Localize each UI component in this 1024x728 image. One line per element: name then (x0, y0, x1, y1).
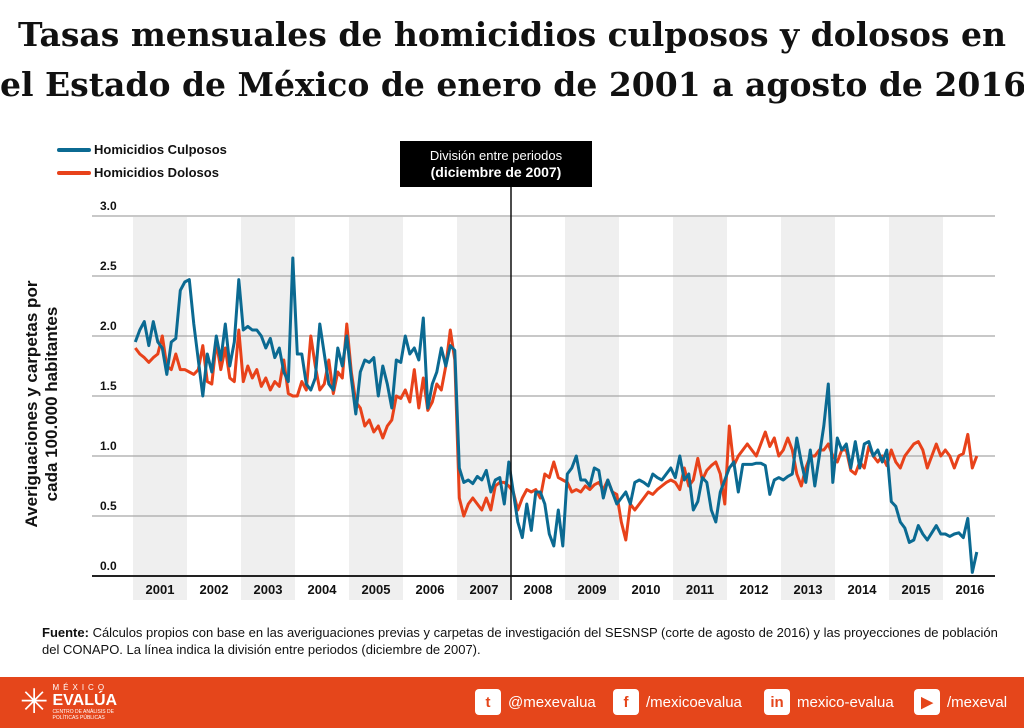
x-tick-label: 2008 (524, 582, 553, 597)
facebook-icon: f (613, 689, 639, 715)
legend-item-dolosos: Homicidios Dolosos (57, 161, 227, 184)
star-logo-icon: ✳ (20, 682, 49, 722)
legend-label: Homicidios Dolosos (94, 165, 219, 180)
x-tick-label: 2003 (254, 582, 283, 597)
x-tick-label: 2004 (308, 582, 338, 597)
y-tick-label: 2.0 (100, 319, 117, 333)
x-tick-label: 2002 (200, 582, 229, 597)
logo-line-3: CENTRO DE ANÁLISIS DE POLÍTICAS PÚBLICAS (52, 709, 114, 721)
x-tick-label: 2001 (146, 582, 175, 597)
social-label[interactable]: mexico-evalua (797, 693, 894, 711)
y-tick-label: 0.5 (100, 499, 117, 513)
x-tick-label: 2007 (470, 582, 499, 597)
x-tick-label: 2016 (956, 582, 985, 597)
year-band (565, 217, 619, 600)
source-text: Cálculos propios con base en las averigu… (42, 625, 998, 657)
legend-swatch-culposos (57, 147, 91, 152)
division-annotation: División entre periodos (diciembre de 20… (400, 141, 592, 187)
year-band (889, 217, 943, 600)
social-label[interactable]: /mexicoevalua (646, 693, 742, 711)
logo-line-1: MÉXICO (52, 683, 109, 692)
y-tick-label: 3.0 (100, 199, 117, 213)
social-label[interactable]: @mexevalua (508, 693, 596, 711)
x-tick-label: 2006 (416, 582, 445, 597)
x-tick-label: 2014 (848, 582, 878, 597)
year-band (457, 217, 511, 600)
series-line-culposos (133, 256, 979, 574)
social-facebook[interactable]: f /mexicoevalua (613, 689, 742, 715)
x-tick-label: 2015 (902, 582, 931, 597)
title-line-1: Tasas mensuales de homicidios culposos y… (18, 15, 1006, 54)
x-tick-label: 2005 (362, 582, 391, 597)
logo-line-2: EVALÚA (52, 692, 118, 709)
division-line-2: (diciembre de 2007) (430, 164, 562, 180)
y-tick-label: 0.0 (100, 559, 117, 573)
x-tick-label: 2012 (740, 582, 769, 597)
year-band (673, 217, 727, 600)
legend-label: Homicidios Culposos (94, 142, 227, 157)
social-youtube[interactable]: ▶ /mexeval (914, 689, 1007, 715)
x-tick-label: 2011 (686, 582, 714, 597)
mexico-evalua-logo: ✳ MÉXICO EVALÚA CENTRO DE ANÁLISIS DE PO… (20, 683, 123, 721)
y-tick-label: 2.5 (100, 259, 117, 273)
x-tick-label: 2013 (794, 582, 823, 597)
social-linkedin[interactable]: in mexico-evalua (764, 689, 894, 715)
y-tick-label: 1.0 (100, 439, 117, 453)
linkedin-icon: in (764, 689, 790, 715)
x-tick-label: 2009 (578, 582, 607, 597)
year-band (241, 217, 295, 600)
social-twitter[interactable]: t @mexevalua (475, 689, 596, 715)
footer-bar: ✳ MÉXICO EVALÚA CENTRO DE ANÁLISIS DE PO… (0, 677, 1024, 728)
twitter-icon: t (475, 689, 501, 715)
y-axis-label: Averiguaciones y carpetas por cada 100.0… (22, 280, 61, 528)
x-tick-label: 2010 (632, 582, 661, 597)
chart-title: Tasas mensuales de homicidios culposos y… (0, 10, 1024, 110)
social-label[interactable]: /mexeval (947, 693, 1008, 711)
series-line-dolosos (134, 322, 979, 542)
year-band (133, 217, 187, 600)
legend-item-culposos: Homicidios Culposos (57, 138, 227, 161)
source-note: Fuente: Cálculos propios con base en las… (42, 624, 1002, 658)
legend: Homicidios Culposos Homicidios Dolosos (57, 138, 227, 184)
line-chart: 2001 2002 2003 2004 2005 2006 2007 2008 2009 2010… (92, 187, 995, 600)
source-label: Fuente: (42, 625, 89, 640)
y-tick-label: 1.5 (100, 379, 117, 393)
division-line-1: División entre periodos (429, 148, 563, 163)
legend-swatch-dolosos (57, 170, 91, 175)
title-line-2: el Estado de México de enero de 2001 a a… (0, 65, 1024, 104)
youtube-icon: ▶ (914, 689, 940, 715)
